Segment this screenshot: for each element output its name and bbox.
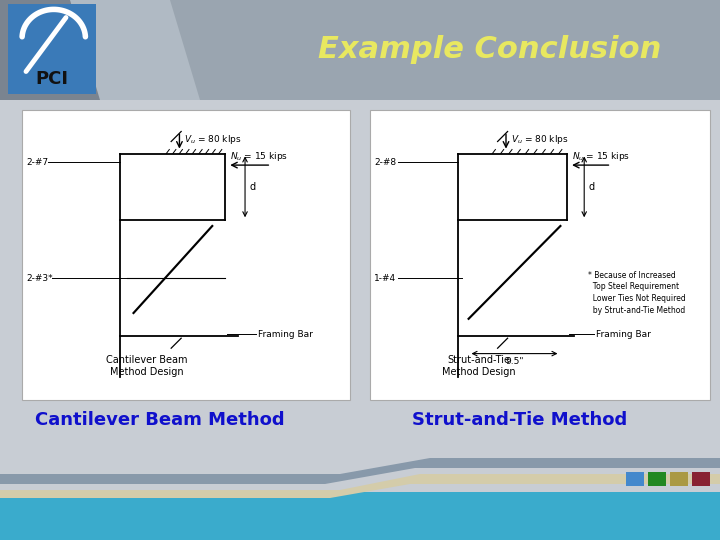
Bar bbox=[692, 472, 710, 486]
Bar bbox=[100, 0, 720, 100]
Text: $N_u$ = 15 kips: $N_u$ = 15 kips bbox=[230, 150, 289, 163]
Bar bbox=[22, 110, 350, 400]
Bar bbox=[648, 472, 666, 486]
Bar bbox=[0, 0, 720, 100]
Polygon shape bbox=[70, 0, 200, 100]
Text: * Because of Increased
  Top Steel Requirement
  Lower Ties Not Required
  by St: * Because of Increased Top Steel Require… bbox=[588, 271, 685, 315]
Text: Framing Bar: Framing Bar bbox=[595, 330, 650, 339]
Text: 2-#3*: 2-#3* bbox=[26, 274, 53, 283]
Bar bbox=[0, 492, 720, 540]
Text: PCI: PCI bbox=[35, 70, 68, 88]
Text: d: d bbox=[588, 182, 594, 192]
Text: $V_u$ = 80 klps: $V_u$ = 80 klps bbox=[511, 133, 569, 146]
Text: Cantilever Beam
Method Design: Cantilever Beam Method Design bbox=[106, 355, 187, 377]
Text: 1-#4: 1-#4 bbox=[374, 274, 396, 283]
Text: 9.5": 9.5" bbox=[505, 356, 523, 366]
Text: Framing Bar: Framing Bar bbox=[258, 330, 313, 339]
Text: Example Conclusion: Example Conclusion bbox=[318, 36, 662, 64]
Text: Strut-and-Tie Method: Strut-and-Tie Method bbox=[412, 411, 627, 429]
Text: 2-#8: 2-#8 bbox=[374, 158, 396, 167]
Polygon shape bbox=[0, 458, 720, 484]
Text: Cantilever Beam Method: Cantilever Beam Method bbox=[35, 411, 284, 429]
Text: d: d bbox=[249, 182, 255, 192]
Bar bbox=[670, 472, 688, 486]
Text: $N_u$ = 15 kips: $N_u$ = 15 kips bbox=[572, 150, 631, 163]
Text: $V_u$ = 80 klps: $V_u$ = 80 klps bbox=[184, 133, 242, 146]
Bar bbox=[370, 110, 710, 400]
Bar bbox=[626, 472, 644, 486]
Bar bbox=[8, 4, 96, 94]
Text: 2-#7: 2-#7 bbox=[26, 158, 48, 167]
Polygon shape bbox=[0, 474, 720, 498]
Text: Strut-and-Tie
Method Design: Strut-and-Tie Method Design bbox=[442, 355, 516, 377]
